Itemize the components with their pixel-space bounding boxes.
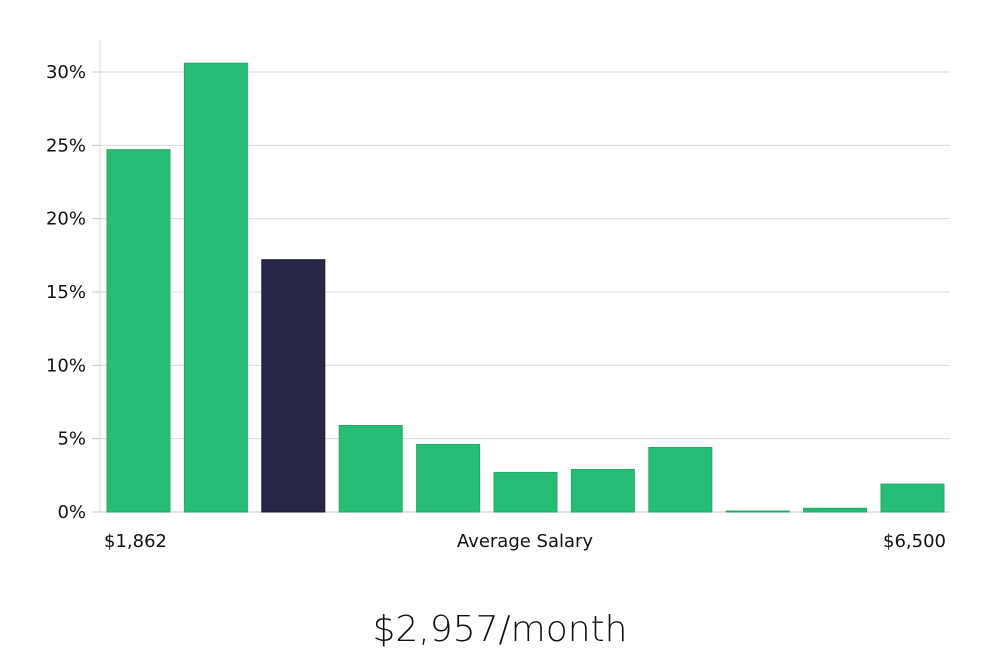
y-tick-label: 15% [46,282,86,303]
y-tick-label: 30% [46,62,86,83]
y-tick-label: 5% [57,429,86,450]
y-tick-label: 20% [46,209,86,230]
salary-histogram: 0% 5% 10% 15% 20% 25% 30% $1,862 Average Salar… [46,40,950,552]
bar [183,62,248,513]
bars [106,62,945,513]
x-max-label: $6,500 [883,531,946,552]
bar-highlighted [261,259,326,513]
y-tick-label: 10% [46,355,86,376]
bar [493,471,558,513]
bar [338,425,403,513]
bar [803,507,868,513]
x-axis-label: Average Salary [457,531,594,552]
bar [880,483,945,513]
bar [416,444,481,513]
average-salary-headline: $2,957/month [372,609,628,650]
bar [648,447,713,513]
y-tick-label: 25% [46,135,86,156]
bar [725,510,790,513]
bar [106,149,171,513]
x-min-label: $1,862 [104,531,167,552]
y-tick-label: 0% [57,502,86,523]
bar [570,469,635,513]
y-axis-ticks: 0% 5% 10% 15% 20% 25% 30% [46,62,100,523]
